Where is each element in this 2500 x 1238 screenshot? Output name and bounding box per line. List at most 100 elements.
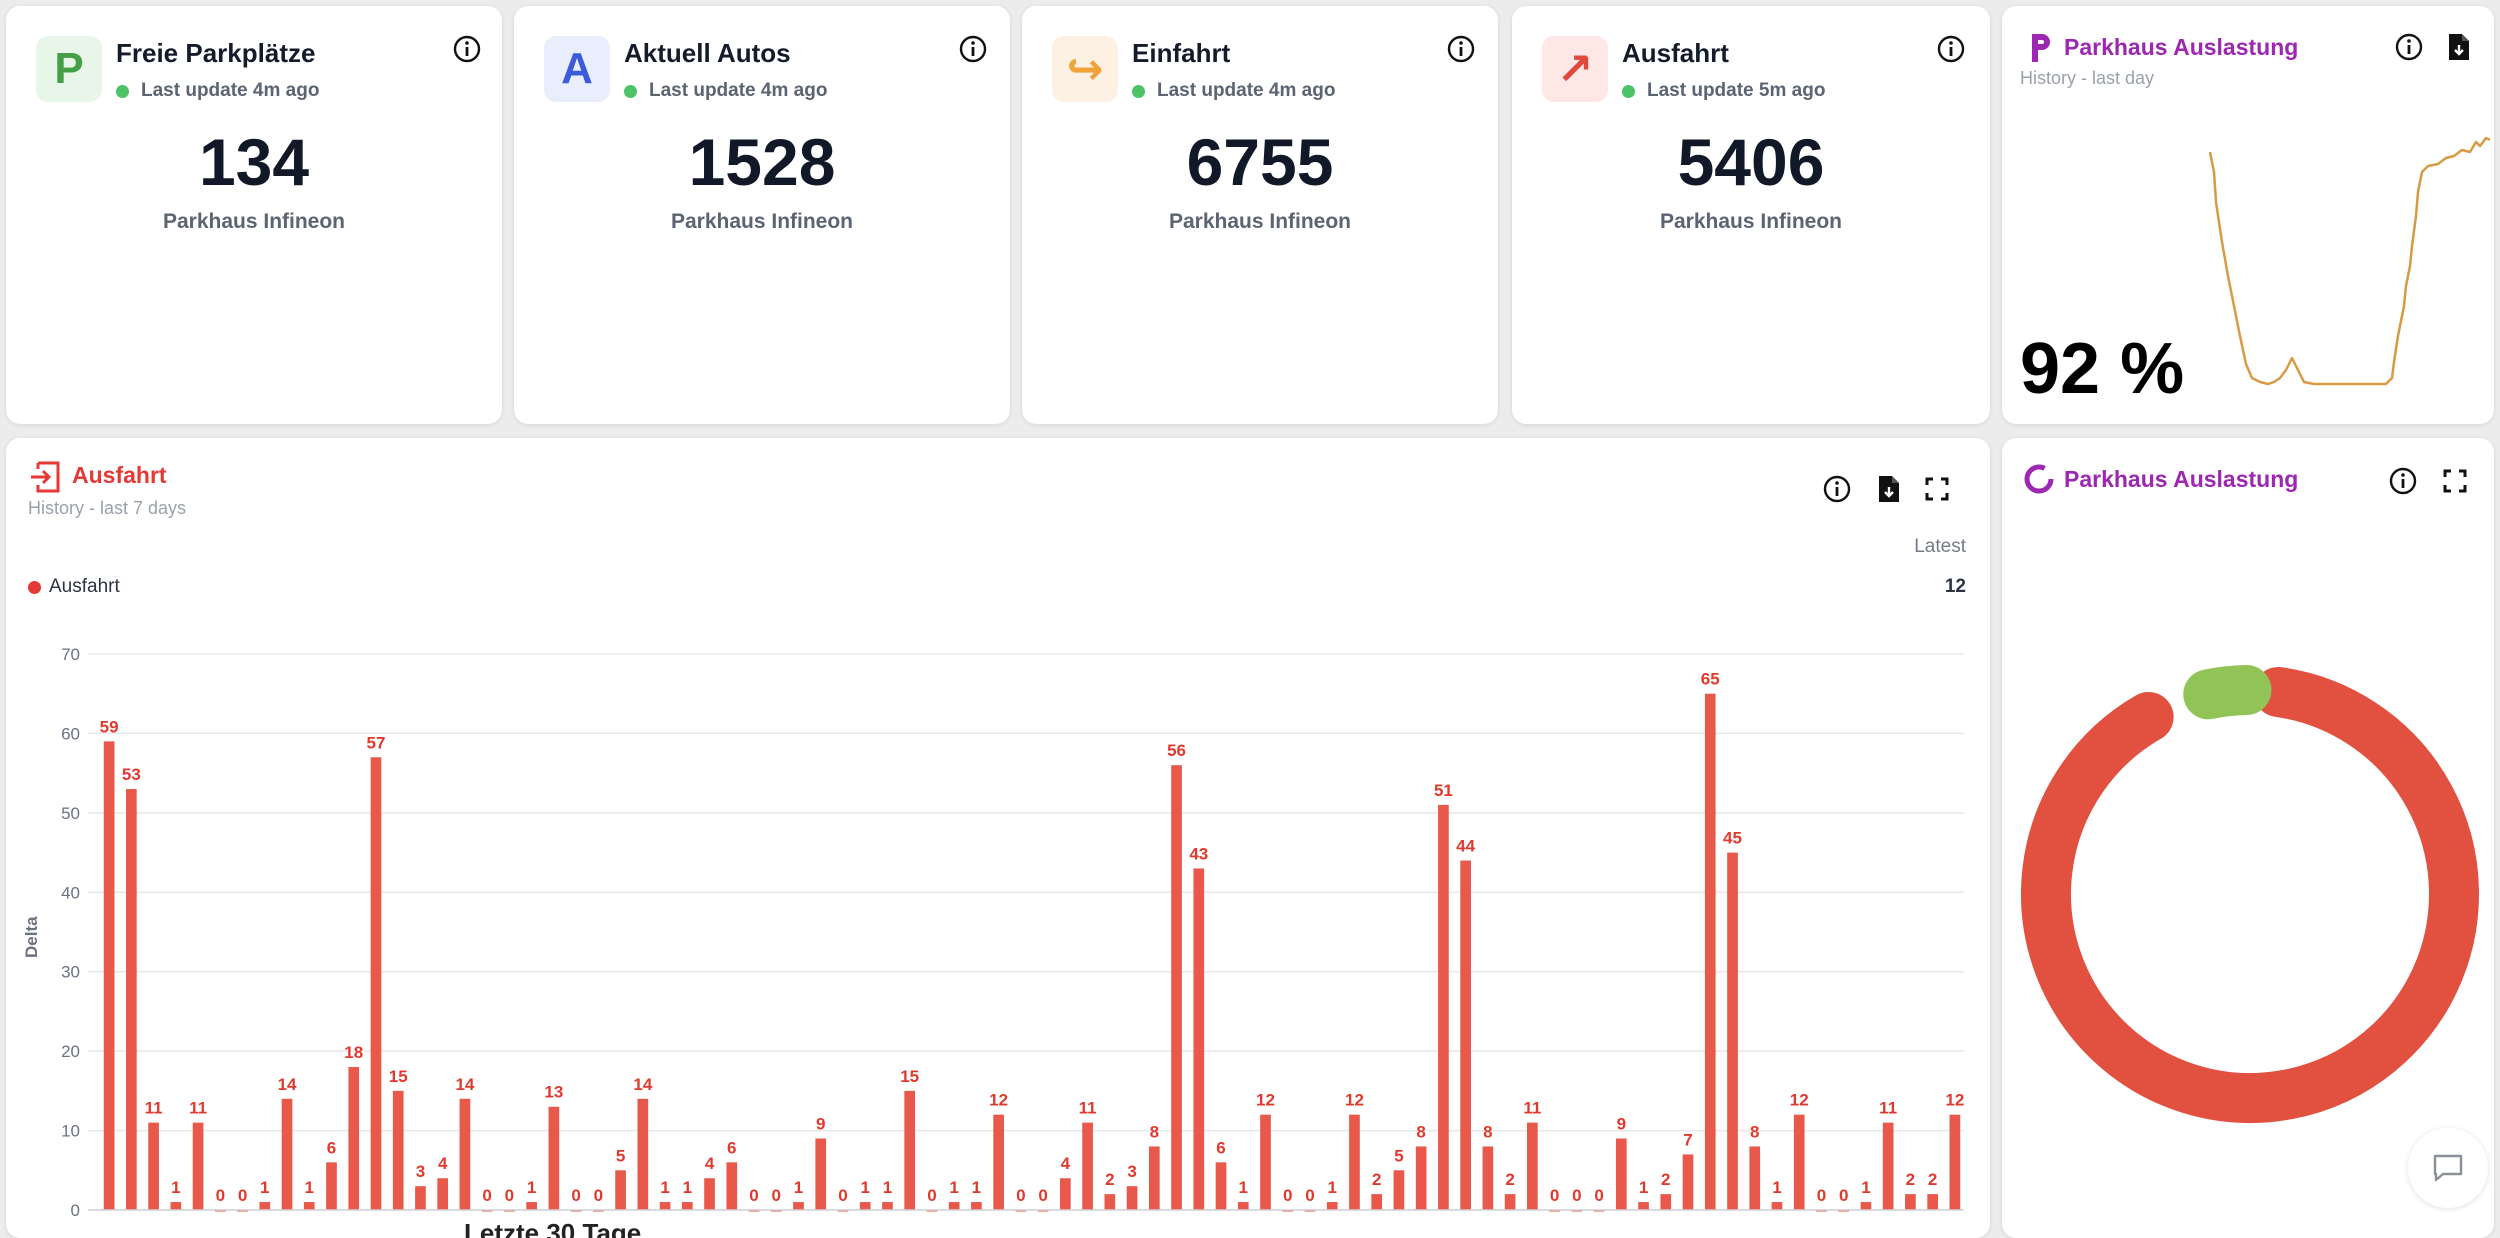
info-icon[interactable] <box>2388 466 2418 496</box>
y-tick-label: 10 <box>61 1122 80 1141</box>
bar-value-label: 12 <box>1345 1091 1364 1110</box>
bar[interactable] <box>681 1202 693 1210</box>
bar[interactable] <box>1771 1202 1783 1210</box>
bar[interactable] <box>1905 1194 1916 1210</box>
exit-door-icon <box>31 461 60 493</box>
bar[interactable] <box>1171 765 1182 1210</box>
bar-value-label: 0 <box>1305 1186 1314 1205</box>
info-icon[interactable] <box>1822 474 1852 504</box>
bar[interactable] <box>615 1170 626 1210</box>
bar[interactable] <box>548 1106 560 1210</box>
bar[interactable] <box>1438 804 1449 1210</box>
bar[interactable] <box>1727 852 1738 1210</box>
chat-button[interactable] <box>2408 1128 2488 1208</box>
bar-value-label: 1 <box>972 1178 981 1197</box>
bar[interactable] <box>1660 1194 1672 1210</box>
bar[interactable] <box>948 1202 960 1210</box>
bar[interactable] <box>1460 860 1471 1210</box>
bar[interactable] <box>1082 1122 1093 1210</box>
card-subtitle: History - last 7 days <box>28 498 187 518</box>
bar[interactable] <box>704 1178 715 1210</box>
bar[interactable] <box>415 1186 426 1210</box>
stat-location: Parkhaus Infineon <box>1168 210 1352 233</box>
bar[interactable] <box>1260 1114 1271 1210</box>
info-icon[interactable] <box>1446 34 1476 64</box>
bar-value-label: 12 <box>1945 1091 1964 1110</box>
bar[interactable] <box>1882 1122 1894 1210</box>
info-icon[interactable] <box>958 34 988 64</box>
bar[interactable] <box>126 789 137 1210</box>
export-file-icon[interactable] <box>2446 32 2472 62</box>
bar[interactable] <box>526 1202 537 1210</box>
bar[interactable] <box>1060 1178 1071 1210</box>
bar[interactable] <box>437 1178 449 1210</box>
bar[interactable] <box>303 1202 315 1210</box>
bar-value-label: 14 <box>278 1075 297 1094</box>
bar[interactable] <box>993 1114 1004 1210</box>
info-icon[interactable] <box>2394 32 2424 62</box>
bar[interactable] <box>1148 1146 1160 1210</box>
bar[interactable] <box>859 1202 871 1210</box>
bar[interactable] <box>1949 1114 1961 1210</box>
bar-value-label: 45 <box>1723 829 1742 848</box>
bar[interactable] <box>1215 1162 1227 1210</box>
bar[interactable] <box>1682 1154 1694 1210</box>
fullscreen-icon[interactable] <box>2442 468 2468 494</box>
bar[interactable] <box>1104 1194 1116 1210</box>
stat-location: Parkhaus Infineon <box>670 210 854 233</box>
stat-card-ausfahrt: ↗ Ausfahrt Last update 5m ago 5406 Parkh… <box>1512 6 1990 424</box>
bar-value-label: 1 <box>1639 1178 1648 1197</box>
bar[interactable] <box>637 1098 649 1210</box>
bar[interactable] <box>326 1162 337 1210</box>
bar[interactable] <box>815 1138 827 1210</box>
bar[interactable] <box>1793 1114 1805 1210</box>
info-icon[interactable] <box>1936 34 1966 64</box>
card-title: Ausfahrt <box>72 462 167 488</box>
bar[interactable] <box>1193 868 1205 1210</box>
bar[interactable] <box>793 1202 804 1210</box>
bar[interactable] <box>103 741 115 1210</box>
bar[interactable] <box>348 1067 360 1210</box>
bar[interactable] <box>726 1162 738 1210</box>
y-tick-label: 20 <box>61 1042 80 1061</box>
bar[interactable] <box>1326 1202 1338 1210</box>
bar[interactable] <box>148 1122 159 1210</box>
bar[interactable] <box>1126 1186 1138 1210</box>
bar[interactable] <box>459 1098 471 1210</box>
bar[interactable] <box>1237 1202 1249 1210</box>
bar[interactable] <box>1482 1146 1494 1210</box>
bar-value-label: 51 <box>1434 781 1453 800</box>
bar[interactable] <box>971 1202 982 1210</box>
bar[interactable] <box>259 1202 271 1210</box>
bar[interactable] <box>392 1090 404 1210</box>
bar[interactable] <box>659 1202 671 1210</box>
info-icon[interactable] <box>452 34 482 64</box>
bar[interactable] <box>1393 1170 1405 1210</box>
bar[interactable] <box>1615 1138 1627 1210</box>
bar[interactable] <box>170 1202 182 1210</box>
bar[interactable] <box>1638 1202 1649 1210</box>
y-tick-label: 0 <box>71 1201 80 1220</box>
bar[interactable] <box>1371 1194 1383 1210</box>
bar[interactable] <box>882 1202 893 1210</box>
bar-value-label: 0 <box>1839 1186 1848 1205</box>
bar[interactable] <box>370 757 382 1210</box>
bar[interactable] <box>1504 1194 1516 1210</box>
fullscreen-icon[interactable] <box>1924 476 1950 502</box>
bar-value-label: 6 <box>327 1138 336 1157</box>
legend-item-ausfahrt[interactable]: Ausfahrt <box>28 576 120 598</box>
bar-value-label: 0 <box>838 1186 847 1205</box>
bar[interactable] <box>1749 1146 1761 1210</box>
stat-update: Last update 4m ago <box>1132 80 1335 102</box>
bar[interactable] <box>1860 1202 1872 1210</box>
bar[interactable] <box>1349 1114 1360 1210</box>
bar[interactable] <box>281 1098 293 1210</box>
export-file-icon[interactable] <box>1876 474 1902 504</box>
bar[interactable] <box>1704 693 1716 1210</box>
bar-value-label: 5 <box>616 1146 625 1165</box>
bar[interactable] <box>1927 1194 1938 1210</box>
bar[interactable] <box>192 1122 204 1210</box>
bar[interactable] <box>1415 1146 1427 1210</box>
bar[interactable] <box>1527 1122 1538 1210</box>
bar[interactable] <box>904 1090 916 1210</box>
